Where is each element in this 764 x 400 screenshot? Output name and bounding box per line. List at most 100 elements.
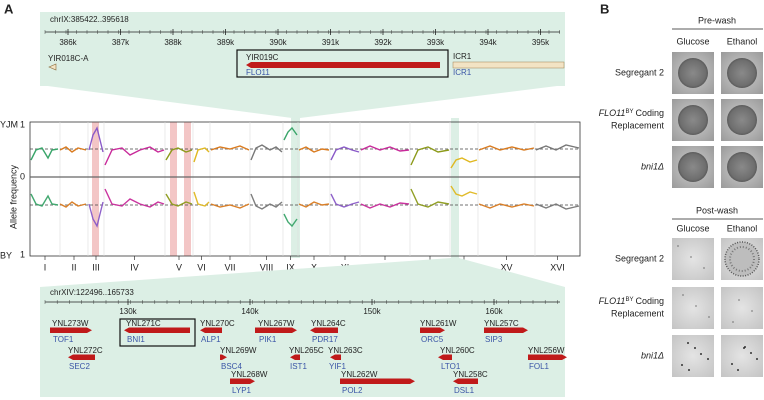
gene-alias: FLO11 (246, 68, 270, 77)
y-top-label: YJM (0, 119, 18, 129)
chromosome-label: IV (130, 262, 139, 272)
qtl-highlight (170, 122, 177, 256)
gene-alias: ICR1 (453, 68, 472, 77)
speck (682, 294, 684, 296)
plate-image (721, 287, 763, 329)
chromosome-label: VI (197, 262, 206, 272)
panel-a: A chrIX:385422..395618 386k 387k 388k 389k 3… (0, 1, 581, 397)
speck (738, 299, 740, 301)
gene-name: YNL268W (231, 370, 268, 379)
row-label: Segregant 2 (615, 67, 664, 77)
gene-arrow (528, 354, 567, 360)
gene-name: ICR1 (453, 52, 472, 61)
speck (688, 369, 690, 371)
label-part: BY (625, 109, 633, 115)
tick-label: 130k (119, 307, 137, 316)
tick-label: 386k (59, 38, 77, 47)
gene-alias: PDR17 (312, 335, 338, 344)
chromosome-label: VIII (260, 262, 274, 272)
zoom-column (451, 118, 459, 258)
column-label: Ethanol (727, 223, 758, 233)
gene-arrow (255, 327, 297, 333)
speck (737, 369, 739, 371)
chromosome-label: X (311, 262, 317, 272)
gene-arrow (48, 63, 57, 71)
label-part: FLO11 (599, 108, 626, 118)
chromosome-label: IX (286, 262, 295, 272)
gene-name: YNL264C (311, 319, 346, 328)
gene-name: YNL256W (528, 346, 565, 355)
gene-name: YNL263C (328, 346, 363, 355)
gene-name: YNL271C (126, 319, 161, 328)
gene-arrow (330, 354, 341, 360)
gene-name: YNL269W (220, 346, 257, 355)
gene-alias: POL2 (342, 386, 363, 395)
gene-arrow (50, 327, 92, 333)
tick-label: 392k (374, 38, 392, 47)
y-axis-title: Allele frequency (8, 164, 18, 229)
gene-arrow (246, 62, 440, 68)
gene-arrow (438, 354, 452, 360)
zoom-funnel (40, 85, 565, 118)
gene-alias: LTO1 (441, 362, 461, 371)
gene-alias: ALP1 (201, 335, 221, 344)
chromosome-label: V (176, 262, 182, 272)
region-coords: chrIX:385422..395618 (50, 15, 129, 24)
tick-label: 150k (363, 307, 381, 316)
section-title: Pre-wash (698, 15, 736, 25)
row-label: FLO11BY Coding (599, 108, 664, 118)
gene-alias: BSC4 (221, 362, 242, 371)
gene-arrow (68, 354, 95, 360)
gene-alias: BNI1 (127, 335, 145, 344)
gene-alias: DSL1 (454, 386, 475, 395)
colony (678, 152, 708, 182)
speck (707, 358, 709, 360)
gene-name: YNL273W (52, 319, 89, 328)
allele-trace-mirror (30, 185, 580, 227)
zoom-column (291, 118, 300, 258)
row-label: Replacement (611, 308, 665, 318)
gene-alias: SIP3 (485, 335, 503, 344)
speck (751, 310, 753, 312)
speck (690, 256, 692, 258)
gene-arrow (290, 354, 300, 360)
gene-arrow (310, 327, 338, 333)
region-box (40, 12, 565, 86)
chromosome-label: II (71, 262, 76, 272)
tick-label: 394k (479, 38, 497, 47)
colony (727, 58, 757, 88)
row-label: Replacement (611, 120, 665, 130)
allele-trace (30, 126, 580, 169)
tick-label: 389k (217, 38, 235, 47)
y-tick-label: 1 (20, 249, 25, 259)
gene-arrow (453, 378, 478, 384)
gene-alias: YIF1 (329, 362, 346, 371)
zoom-funnel (40, 258, 565, 287)
section-title: Post-wash (696, 205, 738, 215)
colony (727, 152, 757, 182)
plate-image (672, 238, 714, 280)
gene-name: YNL262W (341, 370, 378, 379)
speck (677, 245, 679, 247)
gene-alias: PIK1 (259, 335, 277, 344)
speck (700, 353, 702, 355)
gene-arrow (124, 327, 190, 333)
gene-arrow (340, 378, 415, 384)
gene-name: YNL258C (453, 370, 488, 379)
column-label: Ethanol (727, 36, 758, 46)
label-part: BY (625, 297, 633, 303)
tick-label: 393k (427, 38, 445, 47)
gene-alias: ORC5 (421, 335, 444, 344)
speck (703, 267, 705, 269)
colony (729, 246, 755, 272)
gene-arrow (452, 61, 565, 69)
colony (678, 105, 708, 135)
tick-label: 160k (485, 307, 503, 316)
gene-arrow (484, 327, 528, 333)
speck (756, 358, 758, 360)
label-part: FLO11 (599, 296, 626, 306)
speck (694, 347, 696, 349)
y-tick-label: 0 (20, 171, 25, 181)
colony (727, 105, 757, 135)
